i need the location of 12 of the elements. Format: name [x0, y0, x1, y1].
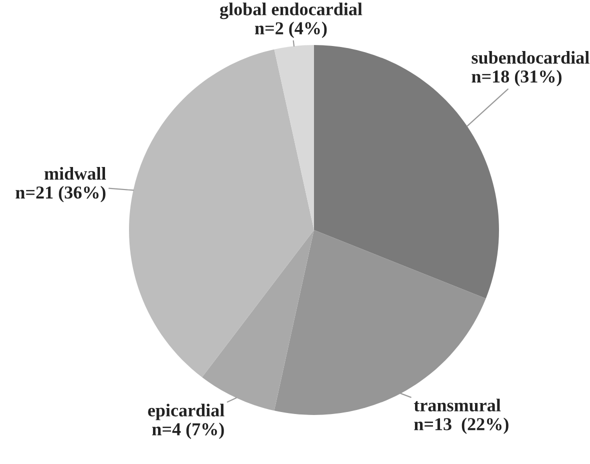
data-label: n=2 (4%) [254, 22, 327, 38]
data-label: n=4 (7%) [152, 422, 224, 440]
data-label: n=18 (31%) [472, 70, 562, 86]
slice-label: global endocardial [220, 2, 362, 20]
slice-label: subendocardial [472, 51, 590, 64]
slice-label: midwall [44, 167, 106, 180]
pie-slice [274, 45, 314, 230]
data-label: n=13 (22%) [414, 418, 508, 434]
slice-label: epicardial [148, 404, 224, 420]
slice-label: transmural [414, 398, 501, 412]
pie-slice [129, 49, 314, 378]
data-label: n=21 (36%) [16, 186, 106, 202]
